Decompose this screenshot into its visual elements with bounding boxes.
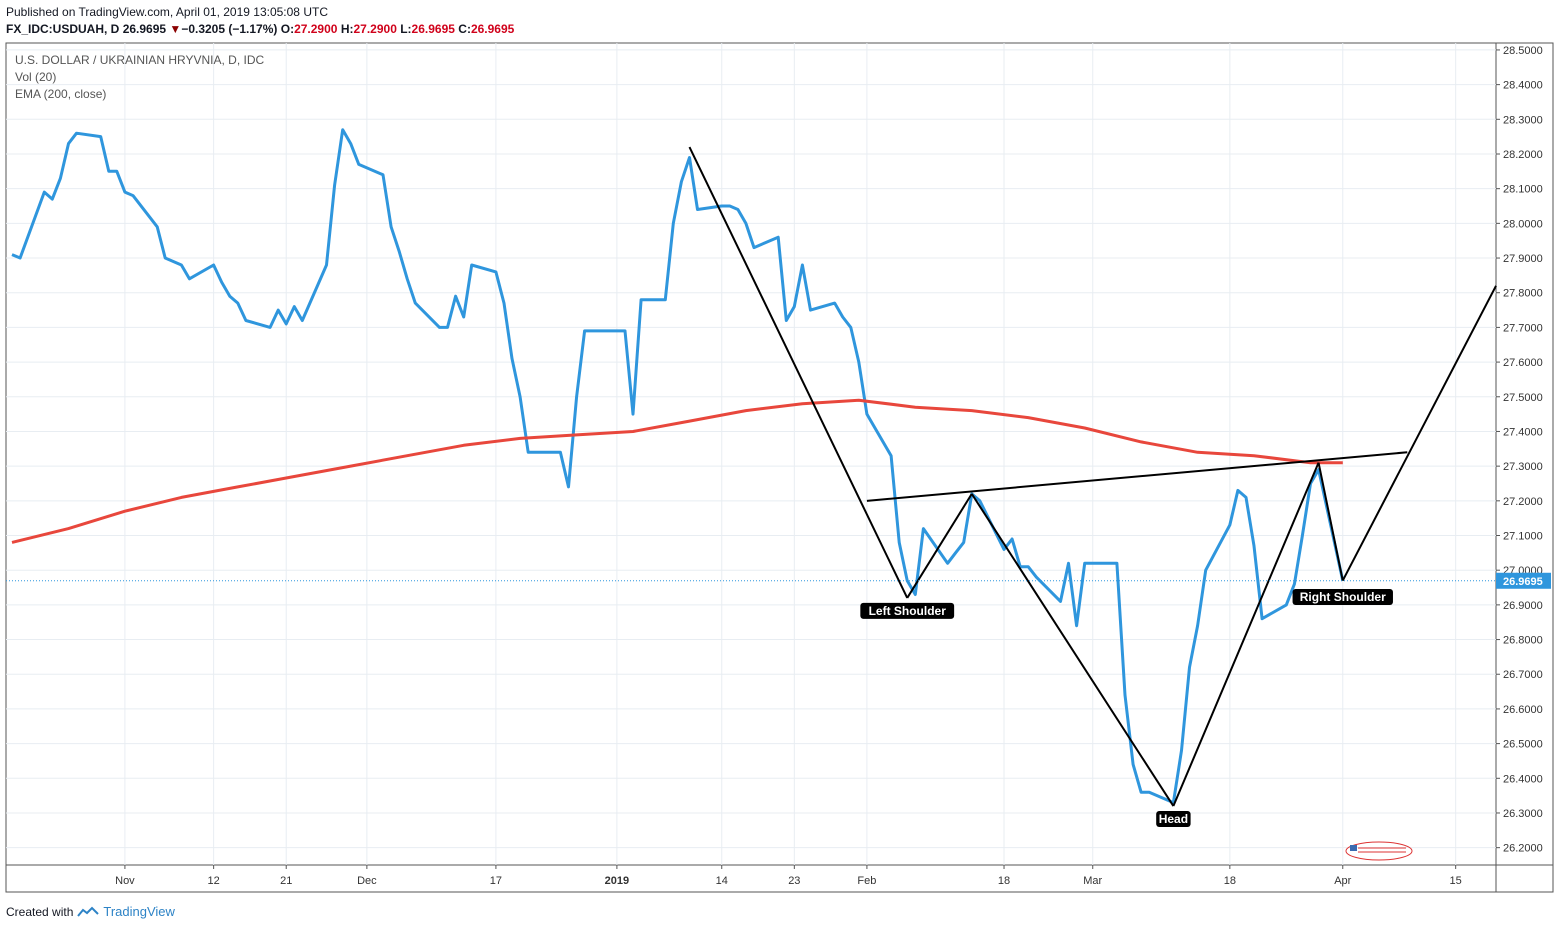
last-price-badge-text: 26.9695 [1503,576,1543,588]
last-price-badge [1496,572,1551,589]
low-label: L: [400,22,412,36]
pattern-label: Left Shoulder [860,602,955,619]
y-tick-label: 28.1000 [1503,184,1543,196]
symbol-quote-line: FX_IDC:USDUAH, D 26.9695 ▼−0.3205 (−1.17… [6,22,514,36]
series-layer [11,128,1345,805]
published-note: Published on TradingView.com, April 01, … [6,5,328,19]
x-tick-label: 23 [788,875,800,887]
down-arrow-icon: ▼ [169,22,182,36]
pattern-label: Head [1156,810,1191,827]
legend-ema: EMA (200, close) [15,87,106,101]
y-tick-label: 27.1000 [1503,531,1543,543]
x-tick-label: 17 [490,875,502,887]
price-line [11,128,1345,805]
y-tick-label: 27.8000 [1503,288,1543,300]
pattern-trendline [688,146,909,599]
y-tick-label: 26.5000 [1503,739,1543,751]
y-tick-label: 26.7000 [1503,669,1543,681]
pattern-trendline [1341,285,1497,582]
open-label: O: [280,22,295,36]
x-tick-label: 18 [998,875,1010,887]
x-tick-label: Nov [115,875,135,887]
pattern-label-text: Left Shoulder [869,604,947,618]
last-price-marker: 26.9695 [6,572,1551,589]
grid-lines [6,43,1496,865]
y-tick-label: 28.3000 [1503,114,1543,126]
x-tick-label: Mar [1083,875,1102,887]
legend-title: U.S. DOLLAR / UKRAINIAN HRYVNIA, D, IDC [15,53,264,67]
y-tick-label: 26.6000 [1503,704,1543,716]
x-tick-label: Apr [1334,875,1351,887]
x-tick-label: Feb [857,875,876,887]
y-tick-label: 27.3000 [1503,461,1543,473]
legend-vol: Vol (20) [15,70,56,84]
pattern-label: Right Shoulder [1292,589,1393,605]
y-tick-label: 28.5000 [1503,45,1543,57]
x-tick-label: 12 [208,875,220,887]
low-value: 26.9695 [411,22,455,36]
y-tick-label: 27.5000 [1503,392,1543,404]
event-flag-icon[interactable] [1345,841,1413,861]
close-value: 26.9695 [470,22,515,36]
pattern-trendline [906,493,973,599]
x-tick-label: 2019 [605,875,629,887]
y-tick-label: 28.2000 [1503,149,1543,161]
footer: Created with TradingView [6,904,175,919]
last-price: 26.9695 [122,22,167,36]
high-label: H: [340,22,354,36]
y-tick-label: 26.9000 [1503,600,1543,612]
pattern-trendline [970,493,1175,807]
y-tick-label: 27.4000 [1503,426,1543,438]
open-value: 27.2900 [294,22,338,36]
created-with-text: Created with [6,904,74,919]
x-tick-label: 21 [280,875,292,887]
pattern-label-bg [1156,810,1191,827]
close-label: C: [458,22,471,36]
y-tick-label: 28.0000 [1503,218,1543,230]
x-tick-label: 14 [716,875,728,887]
tradingview-logo-icon [77,906,100,917]
y-tick-label: 27.2000 [1503,496,1543,508]
y-tick-label: 27.6000 [1503,357,1543,369]
y-tick-label: 27.9000 [1503,253,1543,265]
pattern-trendline [1317,462,1344,581]
y-tick-label: 27.7000 [1503,322,1543,334]
tradingview-brand[interactable]: TradingView [103,904,175,919]
price-change: −0.3205 (−1.17%) [181,22,278,36]
y-tick-label: 26.8000 [1503,635,1543,647]
ema-line [11,398,1343,544]
x-tick-label: 18 [1224,875,1236,887]
pattern-trendline [866,451,1408,502]
pattern-label-bg [860,602,955,619]
x-tick-label: 15 [1450,875,1462,887]
x-tick-label: Dec [357,875,377,887]
y-tick-label: 28.4000 [1503,80,1543,92]
y-tick-label: 26.3000 [1503,808,1543,820]
y-tick-label: 26.2000 [1503,843,1543,855]
pattern-label-text: Head [1159,812,1188,826]
high-value: 27.2900 [353,22,397,36]
pattern-label-bg [1292,589,1393,605]
chart-border [5,42,1554,893]
y-tick-label: 26.4000 [1503,773,1543,785]
price-axis[interactable]: 28.5000 28.4000 28.3000 28.2000 28.1000 28.00… [1496,45,1543,855]
pattern-label-text: Right Shoulder [1300,590,1386,604]
time-axis[interactable]: Nov 12 21 Dec 17 2019 14 23 Feb 18 Mar 18 Apr 15 [115,865,1462,887]
pattern-trendline [1172,462,1320,807]
pattern-annotations[interactable]: Left Shoulder Head Right Shoulder [688,146,1497,827]
symbol-name[interactable]: FX_IDC:USDUAH, D [6,22,120,36]
